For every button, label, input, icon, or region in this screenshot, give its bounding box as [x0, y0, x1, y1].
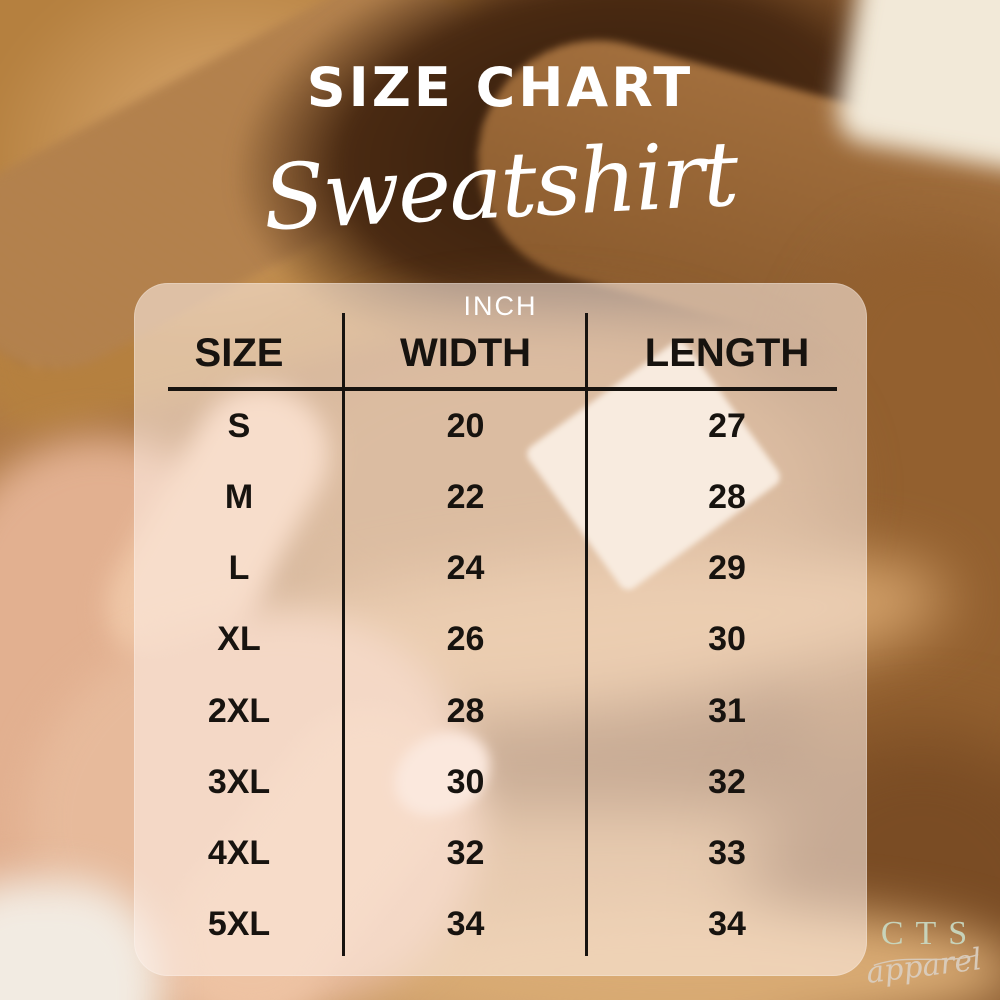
table-row: S 20 27 — [134, 391, 867, 462]
table-row: 3XL 30 32 — [134, 747, 867, 818]
table-row: L 24 29 — [134, 533, 867, 604]
table-header-row: SIZE WIDTH LENGTH — [134, 321, 867, 385]
column-divider-1 — [342, 313, 345, 956]
size-cell: 4XL — [207, 833, 271, 872]
brand-swash-line — [873, 953, 979, 967]
width-cell: 20 — [446, 407, 485, 446]
column-divider-2 — [585, 313, 588, 956]
brand-name: CTS — [880, 915, 980, 952]
width-cell: 26 — [446, 620, 485, 659]
width-cell: 30 — [446, 762, 485, 801]
width-cell: 22 — [446, 478, 485, 517]
table-body: S 20 27 M 22 28 L 24 29 XL 26 30 2XL 28 — [134, 391, 867, 960]
col-header-width: WIDTH — [399, 330, 532, 375]
brand-logo: CTS apparel — [854, 915, 994, 991]
length-cell: 33 — [708, 833, 746, 872]
width-cell: 34 — [446, 904, 485, 943]
page-title: SIZE CHART — [306, 56, 694, 119]
size-cell: 3XL — [207, 762, 271, 801]
width-cell: 28 — [446, 691, 485, 730]
unit-label: INCH — [463, 291, 538, 321]
length-cell: 28 — [708, 478, 746, 517]
table-row: XL 26 30 — [134, 604, 867, 675]
length-cell: 27 — [708, 407, 746, 446]
length-cell: 34 — [708, 904, 746, 943]
table-row: M 22 28 — [134, 462, 867, 533]
table-row: 4XL 32 33 — [134, 818, 867, 889]
col-header-length: LENGTH — [644, 330, 810, 375]
size-table-panel: INCH SIZE WIDTH LENGTH S 20 27 M 22 28 L… — [134, 283, 867, 976]
size-cell: S — [227, 407, 251, 446]
width-cell: 32 — [446, 833, 485, 872]
table-row: 5XL 34 34 — [134, 889, 867, 960]
size-cell: 5XL — [207, 904, 271, 943]
headline: SIZE CHART Sweatshirt — [0, 56, 1000, 251]
header-divider-line — [168, 387, 837, 391]
width-cell: 24 — [446, 549, 485, 588]
table-row: 2XL 28 31 — [134, 676, 867, 747]
page-subtitle: Sweatshirt — [260, 121, 740, 252]
size-cell: 2XL — [207, 691, 271, 730]
length-cell: 31 — [708, 691, 746, 730]
length-cell: 30 — [708, 620, 746, 659]
length-cell: 29 — [708, 549, 746, 588]
size-cell: M — [224, 478, 254, 517]
size-cell: L — [228, 549, 250, 588]
col-header-size: SIZE — [194, 330, 284, 375]
size-cell: XL — [217, 620, 261, 659]
length-cell: 32 — [708, 762, 746, 801]
